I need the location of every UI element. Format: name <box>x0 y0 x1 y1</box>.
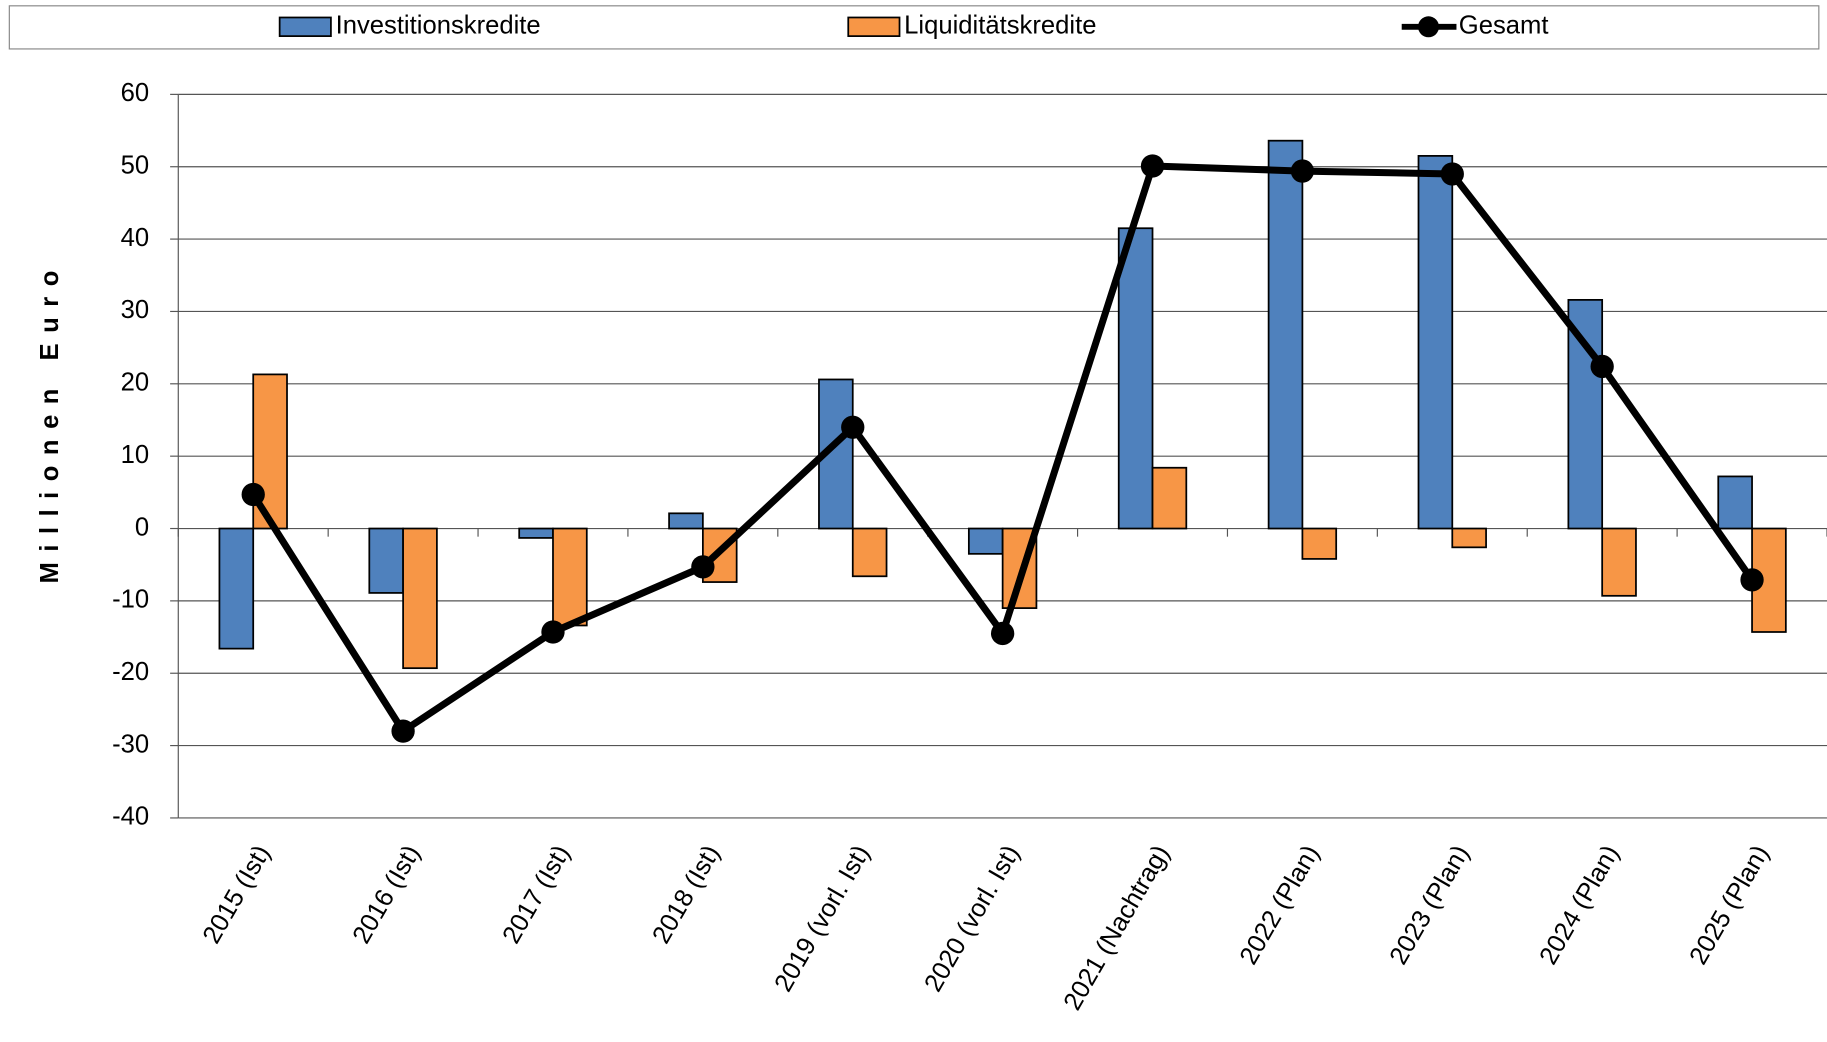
x-tick-label: 2025 (Plan) <box>1684 841 1774 970</box>
bar <box>218 527 255 650</box>
bar <box>252 373 288 530</box>
y-tick-label: 40 <box>121 224 150 252</box>
line-marker <box>990 621 1015 646</box>
y-tick-label: -30 <box>112 730 149 758</box>
line-marker <box>841 415 865 439</box>
x-tick-label: 2024 (Plan) <box>1534 841 1624 970</box>
bar <box>1117 227 1154 530</box>
x-tick-label: 2017 (Ist) <box>497 841 575 949</box>
bar <box>1417 155 1454 530</box>
x-tick-label: 2018 (Ist) <box>647 841 725 949</box>
line-marker <box>1440 162 1464 186</box>
y-tick-label: 30 <box>121 296 150 324</box>
legend-swatch <box>847 16 901 37</box>
line-marker <box>1590 354 1614 379</box>
line-marker <box>541 620 565 644</box>
x-tick-label: 2015 (Ist) <box>198 841 276 949</box>
x-tick-label: 2020 (vorl. Ist) <box>919 841 1025 997</box>
y-tick-label: 0 <box>135 513 149 541</box>
line-marker <box>1740 568 1764 592</box>
bar <box>1267 139 1304 530</box>
bar <box>1601 527 1637 597</box>
legend-swatch <box>278 16 332 37</box>
line-marker <box>241 482 265 507</box>
line <box>250 162 1755 735</box>
y-tick-label: 10 <box>121 441 150 469</box>
bar <box>1567 298 1604 530</box>
bar <box>1451 527 1487 549</box>
x-tick-label: 2022 (Plan) <box>1235 841 1325 970</box>
y-tick-label: -40 <box>112 803 149 831</box>
line-marker <box>691 555 715 579</box>
bar <box>1301 527 1338 560</box>
bar <box>368 527 404 594</box>
legend-label: Gesamt <box>1459 12 1549 40</box>
bar <box>967 527 1004 555</box>
y-tick-label: -20 <box>112 658 149 686</box>
y-axis-label: Millionen Euro <box>36 260 64 583</box>
bar <box>1151 466 1188 530</box>
y-tick-label: 50 <box>121 152 150 180</box>
y-tick-label: 60 <box>121 79 150 107</box>
y-tick-label: -10 <box>112 586 149 614</box>
bar <box>851 527 888 578</box>
legend-label: Liquiditätskredite <box>904 12 1096 40</box>
legend-label: Investitionskredite <box>336 12 541 40</box>
y-tick-label: 20 <box>121 369 150 397</box>
bar <box>518 527 554 539</box>
line-marker <box>1140 154 1165 178</box>
x-tick-label: 2016 (Ist) <box>347 841 425 949</box>
bar <box>402 527 438 670</box>
line-marker <box>391 719 415 743</box>
line-marker <box>1290 159 1315 183</box>
bar <box>1717 475 1753 530</box>
x-tick-label: 2019 (vorl. Ist) <box>769 841 875 997</box>
bar <box>668 512 704 530</box>
x-tick-label: 2021 (Nachtrag) <box>1058 841 1175 1015</box>
bar <box>552 527 588 627</box>
legend-marker <box>1418 16 1439 38</box>
x-tick-label: 2023 (Plan) <box>1385 841 1475 970</box>
